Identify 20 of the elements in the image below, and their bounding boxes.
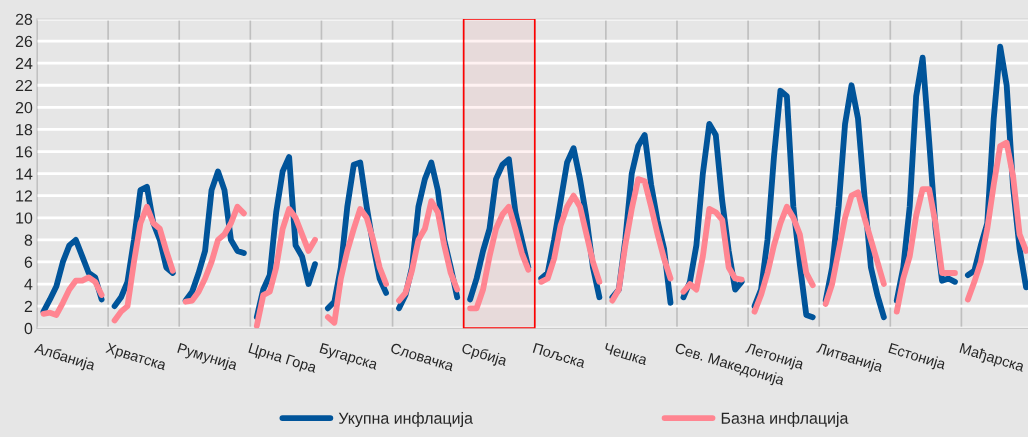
x-tick-label: Црна Гора bbox=[247, 342, 318, 376]
y-tick-label: 24 bbox=[15, 57, 33, 69]
y-tick-label: 4 bbox=[24, 278, 33, 290]
y-tick-label: 18 bbox=[16, 124, 33, 136]
y-tick-label: 12 bbox=[16, 190, 33, 202]
x-tick-label: Србија bbox=[460, 342, 509, 369]
y-tick-label: 14 bbox=[16, 168, 33, 180]
y-tick-label: 20 bbox=[15, 101, 33, 114]
y-tick-label: 16 bbox=[16, 146, 33, 158]
y-tick-label: 10 bbox=[16, 212, 33, 224]
y-tick-label: 6 bbox=[24, 256, 33, 268]
y-tick-label: 0 bbox=[24, 322, 33, 335]
y-tick-label: 26 bbox=[15, 35, 33, 48]
y-tick-label: 28 bbox=[15, 13, 33, 25]
y-tick-label: 8 bbox=[24, 234, 33, 246]
x-tick-label: Чешка bbox=[603, 342, 649, 366]
legend-label: Укупна инфлација bbox=[338, 412, 473, 427]
y-tick-label: 22 bbox=[15, 79, 33, 92]
y-tick-label: 2 bbox=[24, 300, 33, 312]
legend-label: Базна инфлација bbox=[721, 412, 849, 427]
